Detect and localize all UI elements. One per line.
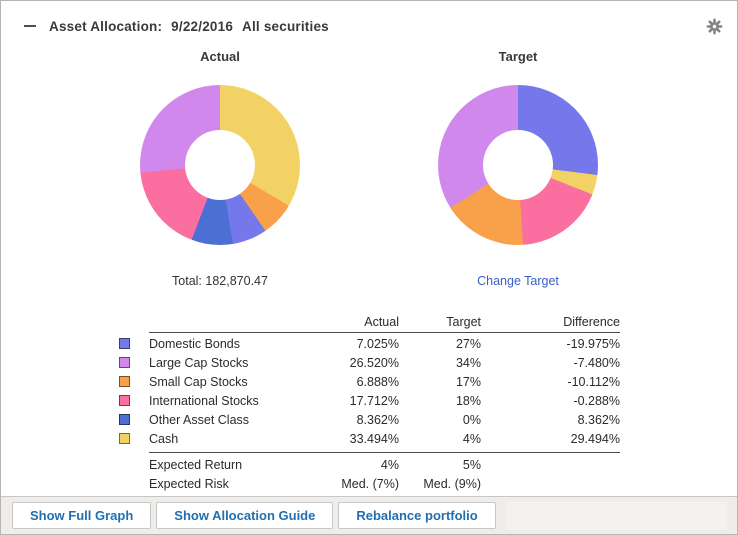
panel-header: Asset Allocation: 9/22/2016 All securities: [1, 1, 737, 37]
actual-chart-title: Actual: [200, 49, 240, 64]
asset-row: Cash 33.494% 4% 29.494%: [119, 430, 620, 453]
panel-title-label: Asset Allocation:: [49, 18, 163, 34]
column-header-difference: Difference: [481, 313, 620, 333]
total-value: Total: 182,870.47: [172, 274, 268, 288]
asset-row: Domestic Bonds 7.025% 27% -19.975%: [119, 333, 620, 355]
asset-row: Large Cap Stocks 26.520% 34% -7.480%: [119, 354, 620, 373]
show-full-graph-button[interactable]: Show Full Graph: [12, 502, 152, 529]
summary-row: Expected Risk Med. (7%) Med. (9%): [149, 477, 481, 491]
rebalance-portfolio-button[interactable]: Rebalance portfolio: [338, 502, 496, 529]
legend-swatch: [119, 376, 130, 388]
allocation-table: Actual Target Difference Domestic Bonds 7…: [119, 313, 620, 494]
actual-chart-column: Actual: [71, 49, 369, 245]
allocation-table-body: Domestic Bonds 7.025% 27% -19.975% Large Cap…: [119, 333, 620, 453]
captions-row: Total: 182,870.47 Change Target: [1, 274, 737, 288]
footer-strip: Show Full Graph Show Allocation Guide Re…: [1, 496, 737, 534]
target-chart-title: Target: [498, 49, 538, 64]
table-header-row: Actual Target Difference: [119, 313, 620, 333]
summary-table-body: Expected Return 4% 5% Expected Risk Med. (7%…: [119, 452, 620, 495]
panel-title-scope: All securities: [242, 18, 329, 34]
target-donut-chart: [438, 85, 598, 245]
change-target-link[interactable]: Change Target: [477, 274, 559, 288]
panel-title: Asset Allocation: 9/22/2016 All securities: [49, 19, 338, 34]
legend-swatch: [119, 357, 130, 369]
show-allocation-guide-button[interactable]: Show Allocation Guide: [156, 502, 334, 529]
legend-swatch: [119, 337, 130, 349]
legend-swatch: [119, 395, 130, 407]
asset-row: Other Asset Class 8.362% 0% 8.362%: [119, 411, 620, 430]
collapse-icon[interactable]: [23, 19, 37, 33]
asset-row: Small Cap Stocks 6.888% 17% -10.112%: [119, 373, 620, 392]
summary-row: Expected Return 4% 5%: [119, 452, 620, 475]
gear-icon[interactable]: [706, 18, 723, 35]
column-header-target: Target: [399, 313, 481, 333]
legend-swatch: [119, 433, 130, 445]
actual-donut-chart: [140, 85, 300, 245]
panel-title-date: 9/22/2016: [171, 18, 234, 34]
footer-filler: [505, 501, 727, 530]
column-header-actual: Actual: [279, 313, 399, 333]
asset-row: International Stocks 17.712% 18% -0.288%: [119, 392, 620, 411]
target-chart-column: Target: [369, 49, 667, 245]
legend-swatch: [119, 414, 130, 426]
charts-row: Actual Target: [1, 49, 737, 245]
